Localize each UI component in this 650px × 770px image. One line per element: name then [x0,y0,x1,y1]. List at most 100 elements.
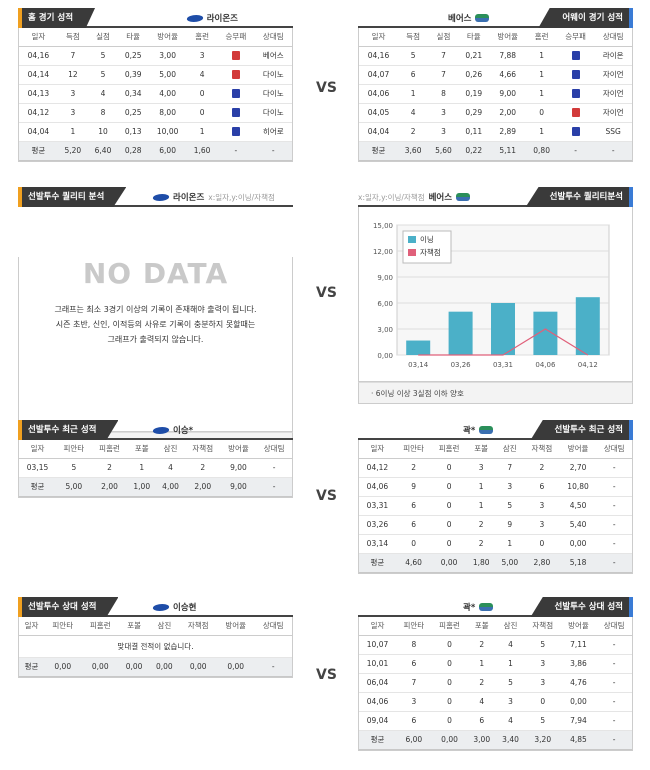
table-row: 04,14 12 5 0,39 5,00 4 다이노 [19,65,292,85]
innings-bar [491,303,515,355]
table-cell: 7,11 [560,635,597,655]
table-cell: 6 [467,711,497,731]
quality-analysis-panel: x:일자,y:이닝/자책점 베어스 선발투수 퀄리티분석 15,00 12,00 9,… [358,187,633,404]
table-row: 04,07 6 7 0,26 4,66 1 자이언 [359,65,632,85]
win-icon [571,127,580,137]
table-cell: 5 [496,673,525,693]
table-cell: 0 [187,103,218,123]
panel-header: 선발투수 최근 성적 이승* [18,420,293,440]
head-to-head-panel: 곽* 선발투수 상대 성적 일자 피안타 피홈런 포볼 삼진 자책점 방어율 상대팀 10,07… [358,597,633,751]
panel-header: 곽* 선발투수 최근 성적 [358,420,633,440]
average-cell: 3,60 [397,141,429,161]
table-cell: - [596,458,632,478]
average-cell: 5,00 [56,477,92,497]
table-cell: 8 [87,103,119,123]
column-header: 득점 [57,28,88,47]
average-cell: - [596,553,632,573]
column-header: 일자 [359,440,396,459]
average-cell: 5,60 [428,141,459,161]
table-cell: 1 [466,477,496,497]
table-cell: - [256,458,292,478]
table-cell: 10,07 [359,635,397,655]
x-tick-label: 04,06 [535,361,556,369]
table-cell: 0 [431,711,468,731]
average-cell: 3,20 [524,730,561,750]
column-header: 포볼 [467,617,497,636]
table-cell: 03,26 [359,515,396,535]
table-cell: 2,89 [488,122,527,142]
vs-label: VS [316,667,337,683]
table-cell: 4 [496,635,525,655]
table-cell: 0,25 [118,46,149,66]
column-header: 방어율 [559,440,597,459]
average-cell: 5,18 [559,553,597,573]
table-cell: 0 [431,458,467,478]
average-cell: 0,00 [81,657,119,677]
average-cell: 9,00 [220,477,257,497]
table-cell: 12 [57,65,88,85]
table-cell: 1 [466,496,496,516]
team-label: 이승현 [151,601,196,613]
team-label: 라이온즈 x:일자,y:이닝/자책점 [151,191,275,203]
x-tick-label: 03,31 [493,361,513,369]
table-cell: 1 [526,65,557,85]
table-cell: 1 [127,458,157,478]
table-cell: 0 [431,477,467,497]
no-data-message: 그래프는 최소 3경기 이상의 기록이 존재해야 출력이 됩니다. [54,305,257,314]
table-row: 03,31 6 0 1 5 3 4,50- [359,496,632,516]
panel-header: 선발투수 퀄리티 분석 라이온즈 x:일자,y:이닝/자책점 [18,187,293,207]
result-cell [217,122,255,142]
column-header: 일자 [359,617,397,636]
innings-bar [448,311,473,355]
panel-title: 선발투수 최근 성적 [18,420,119,440]
table-cell: 7 [495,458,525,478]
table-row: 04,16 5 7 0,21 7,88 1 라이온 [359,46,632,66]
table-row: 03,15 5 2 1 4 2 9,00- [19,458,292,478]
innings-bar [575,297,600,355]
legend-label: 자책점 [420,247,441,257]
panel-header: 홈 경기 성적 라이온즈 [18,8,293,28]
table-cell: 5 [397,46,429,66]
table-cell: 0 [524,692,561,712]
table-cell: 2 [466,515,496,535]
average-cell: 평균 [359,553,396,573]
no-data-heading: NO DATA [82,257,229,290]
table-cell: 3 [428,103,459,123]
x-tick-label: 03,14 [408,361,429,369]
table-cell: 2 [91,458,128,478]
table-header-row: 일자 득점 실점 타율 방어율 홈런 승무패 상대팀 [19,28,292,47]
average-cell: 1,80 [466,553,496,573]
average-row: 평균 5,20 6,40 0,28 6,00 1,60- - [19,141,292,161]
average-cell: - [556,141,595,161]
average-cell: 0,00 [44,657,82,677]
table-cell: 4 [397,103,429,123]
y-tick-label: 0,00 [377,352,393,360]
result-cell [556,122,595,142]
column-header: 실점 [87,28,119,47]
table-cell: 04,05 [359,103,398,123]
table-cell: 5 [495,496,525,516]
table-cell: 1 [495,534,525,554]
table-cell: 0,21 [458,46,489,66]
average-cell: 3,00 [467,730,497,750]
result-cell [556,103,595,123]
table-cell: SSG [594,122,632,142]
table-cell: 04,06 [359,84,398,104]
table-cell: 06,04 [359,673,397,693]
table-cell: 0,00 [560,692,597,712]
table-cell: 4 [156,458,185,478]
table-cell: 3 [496,692,525,712]
table-cell: 0,19 [458,84,489,104]
table-header-row: 일자 득점 실점 타율 방어율 홈런 승무패 상대팀 [359,28,632,47]
table-cell: 04,12 [359,458,396,478]
table-cell: 0,13 [118,122,149,142]
column-header: 포볼 [118,617,150,636]
table-cell: 04,07 [359,65,398,85]
panel-title: 선발투수 상대 성적 [530,597,633,617]
table-cell: - [596,496,632,516]
team-label: 베어스 [448,12,490,24]
table-cell: 0 [431,534,467,554]
table-cell: 1 [397,84,429,104]
table-row: 04,12 2 0 3 7 2 2,70- [359,458,632,478]
table-cell: 03,15 [19,458,57,478]
